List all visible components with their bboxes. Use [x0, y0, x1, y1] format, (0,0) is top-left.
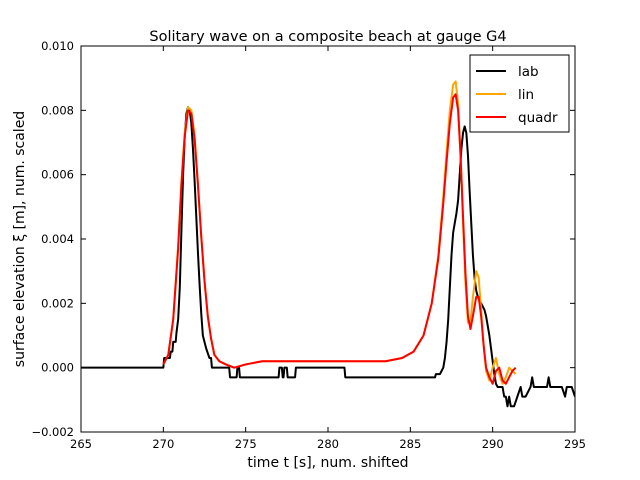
series-line-quadr: [162, 93, 517, 385]
plot-area: 265 270 275 280 285 290 295 −0.002 0.000 0.002 0.0…: [31, 39, 586, 451]
y-tick-label: 0.004: [41, 232, 74, 246]
x-tick-label: 265: [70, 437, 92, 451]
y-tick-label: 0.008: [41, 103, 74, 117]
y-tick-label: 0.010: [41, 39, 74, 53]
legend: lab lin quadr: [469, 54, 570, 133]
legend-label-lin: lin: [518, 87, 534, 103]
x-axis-label: time t [s], num. shifted: [247, 455, 408, 471]
y-axis-label: surface elevation ξ [m], num. scaled: [12, 111, 28, 367]
ticks-group: 265 270 275 280 285 290 295 −0.002 0.000 0.002 0.0…: [31, 39, 586, 451]
y-tick-label: −0.002: [31, 425, 74, 439]
y-tick-label: 0.006: [41, 168, 74, 182]
legend-label-quadr: quadr: [518, 110, 558, 126]
y-tick-label: 0.002: [41, 296, 74, 310]
chart-title: Solitary wave on a composite beach at ga…: [149, 29, 506, 45]
legend-label-lab: lab: [518, 64, 539, 80]
x-tick-label: 280: [317, 437, 339, 451]
x-tick-label: 285: [399, 437, 421, 451]
x-tick-label: 275: [235, 437, 257, 451]
y-tick-label: 0.000: [41, 361, 74, 375]
x-tick-label: 295: [564, 437, 586, 451]
x-tick-label: 270: [152, 437, 174, 451]
series-line-lab: [81, 106, 575, 408]
series-group: [81, 80, 575, 408]
x-tick-label: 290: [482, 437, 504, 451]
